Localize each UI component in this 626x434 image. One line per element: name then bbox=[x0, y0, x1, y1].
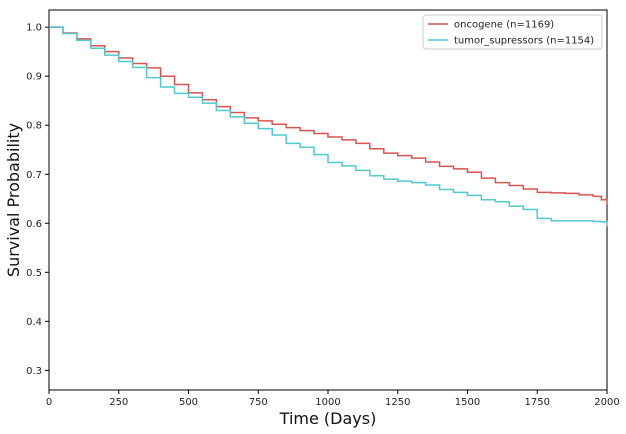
y-tick-label: 0.5 bbox=[26, 268, 42, 279]
plot-area bbox=[48, 9, 608, 391]
series-line-tumor-supressors bbox=[49, 26, 608, 227]
x-tick-label: 1750 bbox=[525, 397, 550, 408]
y-axis: 0.3 0.4 0.5 0.6 0.7 0.8 0.9 1.0 bbox=[26, 23, 49, 377]
x-axis-title: Time (Days) bbox=[279, 409, 377, 428]
x-tick-label: 750 bbox=[249, 397, 268, 408]
plot-frame bbox=[48, 9, 608, 391]
series-line-oncogene bbox=[49, 26, 608, 205]
x-tick-label: 500 bbox=[179, 397, 198, 408]
y-tick-label: 1.0 bbox=[26, 23, 42, 34]
y-tick-label: 0.8 bbox=[26, 121, 42, 132]
x-tick-label: 250 bbox=[109, 397, 128, 408]
y-tick-label: 0.6 bbox=[26, 219, 42, 230]
x-tick-label: 1000 bbox=[315, 397, 340, 408]
legend-label: tumor_supressors (n=1154) bbox=[454, 36, 594, 47]
y-tick-label: 0.4 bbox=[26, 317, 42, 328]
x-tick-label: 1500 bbox=[455, 397, 480, 408]
series-layer bbox=[49, 26, 608, 227]
x-tick-label: 1250 bbox=[385, 397, 410, 408]
legend: oncogene (n=1169) tumor_supressors (n=115… bbox=[422, 14, 603, 50]
legend-box bbox=[422, 14, 603, 50]
y-tick-label: 0.3 bbox=[26, 366, 42, 377]
y-axis-title: Survival Probability bbox=[4, 123, 23, 277]
x-tick-label: 0 bbox=[46, 397, 52, 408]
y-tick-label: 0.7 bbox=[26, 170, 42, 181]
x-axis: 0 250 500 750 1000 1250 1500 1750 2000 bbox=[46, 390, 620, 408]
x-tick-label: 2000 bbox=[594, 397, 619, 408]
y-tick-label: 0.9 bbox=[26, 72, 42, 83]
legend-label: oncogene (n=1169) bbox=[454, 20, 554, 31]
